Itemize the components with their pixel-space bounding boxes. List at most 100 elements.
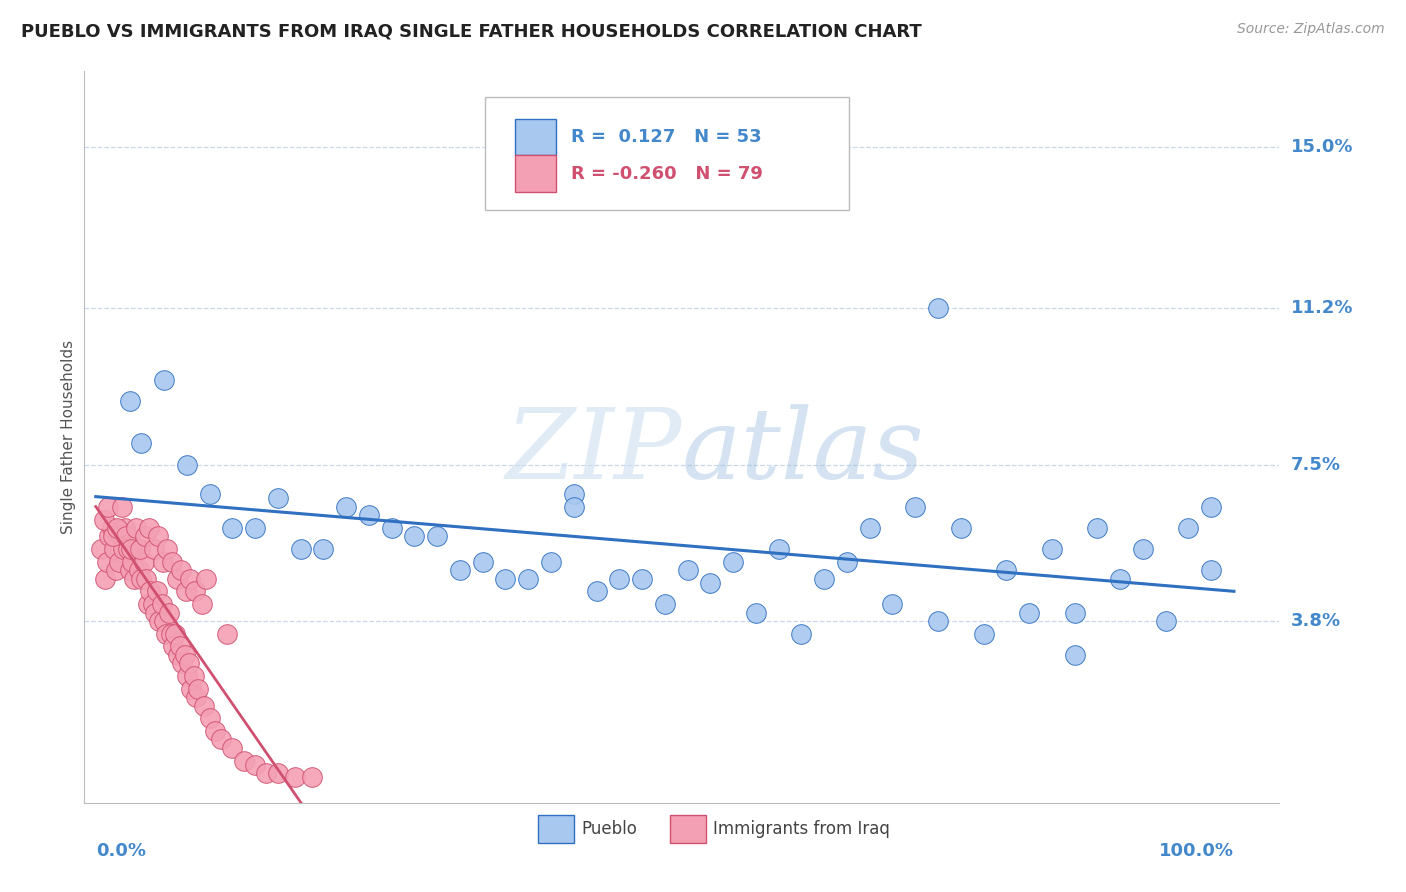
Point: [301, 771, 323, 785]
Point: [169, 640, 191, 654]
FancyBboxPatch shape: [515, 119, 557, 155]
Point: [162, 640, 184, 654]
Point: [949, 521, 972, 535]
Point: [790, 626, 813, 640]
Point: [1040, 542, 1063, 557]
Point: [118, 394, 141, 409]
Point: [495, 572, 517, 586]
Point: [198, 487, 221, 501]
Point: [177, 657, 200, 671]
Point: [357, 508, 380, 523]
Point: [381, 521, 404, 535]
Point: [157, 606, 180, 620]
Point: [121, 555, 143, 569]
Point: [93, 512, 115, 526]
Point: [1177, 521, 1199, 535]
Point: [676, 563, 699, 577]
Point: [204, 723, 226, 738]
Text: 11.2%: 11.2%: [1291, 299, 1353, 318]
Text: 100.0%: 100.0%: [1159, 842, 1234, 860]
Point: [124, 572, 146, 586]
Point: [721, 555, 744, 569]
Point: [267, 491, 290, 506]
FancyBboxPatch shape: [515, 155, 557, 192]
Point: [927, 614, 949, 628]
Point: [882, 597, 904, 611]
Point: [813, 572, 835, 586]
Point: [166, 648, 188, 662]
Point: [132, 555, 155, 569]
Text: atlas: atlas: [682, 404, 925, 500]
Point: [1018, 606, 1040, 620]
Point: [97, 500, 120, 514]
Point: [654, 597, 676, 611]
Point: [173, 648, 195, 662]
Point: [107, 555, 129, 569]
Point: [114, 521, 136, 535]
Point: [172, 657, 194, 671]
Point: [176, 458, 198, 472]
Point: [221, 740, 243, 755]
Point: [215, 626, 238, 640]
Point: [138, 521, 160, 535]
Point: [267, 766, 290, 780]
Point: [209, 732, 232, 747]
Point: [129, 542, 152, 557]
FancyBboxPatch shape: [485, 97, 849, 211]
Point: [153, 373, 176, 387]
Text: R =  0.127   N = 53: R = 0.127 N = 53: [571, 128, 762, 146]
Point: [129, 572, 152, 586]
Point: [335, 500, 357, 514]
Point: [115, 529, 138, 543]
Point: [699, 576, 721, 591]
Point: [135, 572, 157, 586]
Point: [221, 521, 243, 535]
Point: [198, 711, 221, 725]
Point: [120, 542, 142, 557]
Point: [124, 521, 146, 535]
Point: [1109, 572, 1132, 586]
Point: [973, 626, 995, 640]
Point: [404, 529, 426, 543]
Text: 0.0%: 0.0%: [96, 842, 146, 860]
Point: [146, 584, 169, 599]
Point: [98, 529, 121, 543]
Point: [148, 529, 170, 543]
Point: [768, 542, 790, 557]
Text: PUEBLO VS IMMIGRANTS FROM IRAQ SINGLE FATHER HOUSEHOLDS CORRELATION CHART: PUEBLO VS IMMIGRANTS FROM IRAQ SINGLE FA…: [21, 22, 922, 40]
Point: [166, 572, 188, 586]
Point: [1085, 521, 1108, 535]
Y-axis label: Single Father Households: Single Father Households: [60, 340, 76, 534]
Point: [243, 521, 266, 535]
Point: [631, 572, 654, 586]
Text: R = -0.260   N = 79: R = -0.260 N = 79: [571, 165, 762, 183]
Point: [174, 584, 197, 599]
Point: [160, 555, 183, 569]
Point: [1154, 614, 1177, 628]
Point: [180, 681, 202, 696]
Point: [142, 542, 165, 557]
Point: [927, 301, 949, 315]
Point: [449, 563, 471, 577]
Point: [312, 542, 335, 557]
Point: [134, 529, 156, 543]
Point: [471, 555, 494, 569]
FancyBboxPatch shape: [671, 815, 706, 843]
Point: [183, 669, 205, 683]
Point: [517, 572, 540, 586]
Point: [904, 500, 927, 514]
Point: [859, 521, 882, 535]
Point: [142, 597, 165, 611]
Point: [150, 597, 173, 611]
Point: [562, 487, 585, 501]
Point: [117, 542, 139, 557]
Point: [148, 614, 170, 628]
Point: [835, 555, 858, 569]
Point: [232, 754, 254, 768]
Point: [94, 572, 117, 586]
Point: [243, 757, 266, 772]
Point: [110, 529, 132, 543]
Point: [111, 500, 134, 514]
Point: [118, 563, 141, 577]
Point: [1132, 542, 1154, 557]
